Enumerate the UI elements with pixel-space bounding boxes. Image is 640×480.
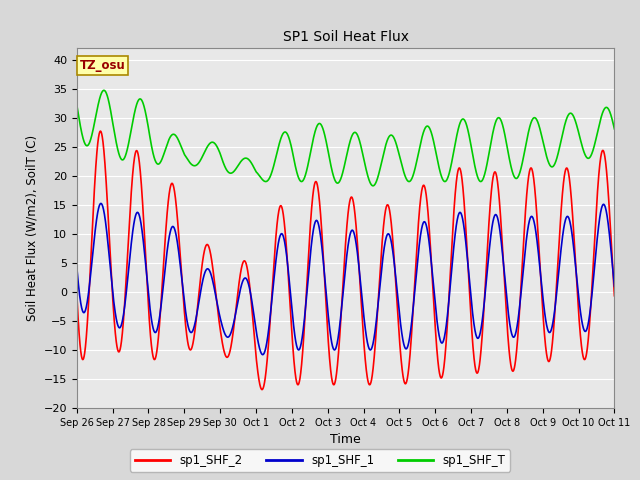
sp1_SHF_2	[600, 150, 608, 156]
sp1_SHF_T	[73, 102, 81, 108]
sp1_SHF_1	[259, 352, 266, 358]
sp1_SHF_1	[543, 321, 550, 326]
sp1_SHF_1	[600, 202, 608, 207]
sp1_SHF_T	[100, 87, 108, 93]
sp1_SHF_2	[611, 293, 618, 299]
Y-axis label: Soil Heat Flux (W/m2), SoilT (C): Soil Heat Flux (W/m2), SoilT (C)	[25, 135, 38, 321]
sp1_SHF_T	[543, 153, 550, 158]
X-axis label: Time: Time	[330, 433, 361, 446]
sp1_SHF_2	[303, 285, 310, 291]
sp1_SHF_1	[73, 264, 81, 270]
Text: TZ_osu: TZ_osu	[79, 59, 125, 72]
sp1_SHF_2	[543, 349, 550, 355]
sp1_SHF_1	[280, 233, 287, 239]
sp1_SHF_T	[303, 168, 310, 174]
sp1_SHF_2	[280, 212, 287, 217]
sp1_SHF_T	[134, 97, 142, 103]
sp1_SHF_2	[134, 152, 142, 158]
sp1_SHF_1	[97, 201, 105, 206]
sp1_SHF_1	[611, 284, 618, 289]
Line: sp1_SHF_1: sp1_SHF_1	[77, 204, 614, 355]
sp1_SHF_2	[73, 291, 81, 297]
sp1_SHF_2	[258, 387, 266, 393]
sp1_SHF_T	[611, 126, 618, 132]
sp1_SHF_2	[97, 128, 104, 134]
sp1_SHF_1	[303, 293, 310, 299]
sp1_SHF_T	[166, 134, 174, 140]
Line: sp1_SHF_2: sp1_SHF_2	[77, 131, 614, 390]
sp1_SHF_1	[166, 229, 174, 235]
Line: sp1_SHF_T: sp1_SHF_T	[77, 90, 614, 186]
sp1_SHF_T	[600, 107, 608, 112]
Title: SP1 Soil Heat Flux: SP1 Soil Heat Flux	[283, 30, 408, 44]
sp1_SHF_2	[166, 185, 174, 191]
Legend: sp1_SHF_2, sp1_SHF_1, sp1_SHF_T: sp1_SHF_2, sp1_SHF_1, sp1_SHF_T	[130, 449, 510, 472]
sp1_SHF_T	[279, 131, 287, 136]
sp1_SHF_1	[134, 210, 142, 216]
sp1_SHF_T	[369, 183, 377, 189]
